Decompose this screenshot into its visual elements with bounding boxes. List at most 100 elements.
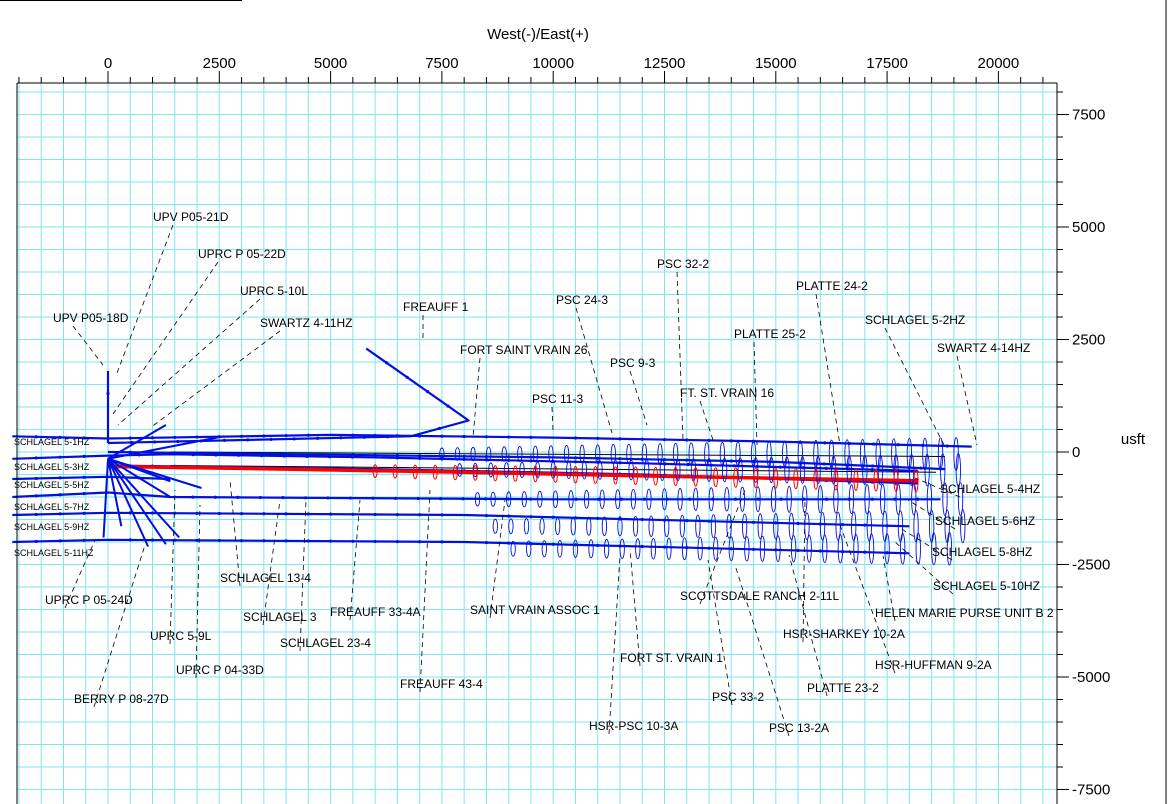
- leader-line: [676, 271, 684, 441]
- survey-point: [729, 547, 733, 551]
- survey-point: [150, 450, 155, 455]
- survey-point: [329, 539, 333, 543]
- uncertainty-ellipse-primary: [432, 464, 438, 480]
- uncertainty-ellipse: [788, 512, 795, 540]
- leader-line: [349, 499, 361, 621]
- uncertainty-ellipse-primary: [833, 468, 839, 491]
- survey-point: [82, 492, 86, 496]
- leader-line: [149, 330, 281, 429]
- uncertainty-ellipse-primary: [492, 465, 498, 482]
- survey-point: [529, 472, 533, 476]
- leader-line: [907, 499, 956, 530]
- survey-point: [351, 512, 355, 516]
- x-tick-label: 20000: [978, 55, 1020, 72]
- survey-point: [751, 520, 756, 524]
- leader-line: [472, 357, 481, 438]
- fan-spoke: [107, 424, 167, 460]
- survey-point: [484, 540, 489, 545]
- well-label: SWARTZ 4-14HZ: [937, 341, 1030, 355]
- uncertainty-ellipse: [599, 489, 605, 509]
- uncertainty-ellipse: [817, 485, 823, 514]
- y-tick-label: 7500: [1072, 107, 1105, 124]
- survey-point: [896, 443, 900, 447]
- uncertainty-ellipse: [681, 537, 688, 561]
- survey-point: [195, 451, 199, 455]
- uncertainty-ellipse-primary: [633, 466, 639, 486]
- well-label: UPRC P 05-24D: [45, 593, 133, 607]
- uncertainty-ellipse-primary: [372, 464, 378, 479]
- leader-line: [551, 406, 554, 431]
- x-tick-label: 15000: [755, 55, 797, 72]
- uncertainty-ellipse: [708, 487, 714, 512]
- well-label: PSC 9-3: [610, 356, 656, 370]
- survey-point: [395, 456, 399, 460]
- survey-point: [246, 438, 250, 442]
- uncertainty-ellipse: [679, 514, 685, 538]
- y-tick-label: -5000: [1072, 669, 1110, 686]
- survey-point: [339, 436, 343, 440]
- uncertainty-ellipse: [526, 540, 532, 557]
- survey-point: [150, 511, 155, 515]
- uncertainty-ellipse: [595, 444, 601, 464]
- well-label: HSR-HUFFMAN 9-2A: [875, 658, 992, 672]
- uncertainty-ellipse: [583, 489, 590, 509]
- survey-point: [306, 452, 310, 457]
- y-tick-label: -7500: [1072, 782, 1110, 799]
- survey-point: [529, 435, 533, 439]
- survey-point: [34, 435, 38, 439]
- survey-point: [642, 497, 646, 501]
- uncertainty-ellipse-primary: [853, 468, 859, 491]
- survey-point: [596, 516, 600, 520]
- well-label-small: SCHLAGEL 5-3HZ: [14, 462, 90, 472]
- reference-line: [170, 451, 945, 457]
- uncertainty-ellipse: [492, 518, 498, 534]
- y-axis-unit: usft: [1121, 431, 1146, 448]
- uncertainty-ellipse: [485, 446, 492, 462]
- uncertainty-ellipse: [581, 460, 588, 480]
- survey-point: [58, 512, 62, 516]
- wellbore-schlagel-5-5hz: [12, 475, 171, 481]
- uncertainty-ellipse: [837, 534, 844, 564]
- uncertainty-ellipse: [851, 511, 857, 542]
- survey-point: [173, 538, 177, 542]
- survey-point: [802, 497, 806, 501]
- survey-point: [840, 522, 845, 527]
- well-label: FT. ST. VRAIN 16: [680, 386, 774, 400]
- uncertainty-ellipse: [503, 462, 510, 478]
- survey-point: [529, 515, 533, 519]
- leader-line: [707, 559, 733, 706]
- survey-point: [507, 458, 511, 462]
- leader-line: [117, 298, 261, 426]
- survey-point: [573, 460, 578, 464]
- uncertainty-ellipse: [710, 514, 717, 539]
- uncertainty-ellipse: [563, 445, 570, 463]
- leader-line: [629, 548, 641, 667]
- survey-point: [82, 475, 86, 479]
- survey-point: [484, 471, 489, 475]
- uncertainty-ellipse: [572, 539, 579, 558]
- survey-point: [58, 455, 62, 459]
- survey-point: [58, 476, 62, 480]
- reference-line: [170, 465, 937, 473]
- well-label: SCOTTSDALE RANCH 2-11L: [680, 589, 839, 603]
- uncertainty-ellipse: [648, 515, 654, 537]
- wellbore-traces: [12, 347, 972, 566]
- survey-point: [507, 541, 511, 545]
- survey-point: [729, 475, 733, 480]
- well-label: SCHLAGEL 5-2HZ: [865, 313, 965, 327]
- survey-point: [686, 462, 690, 467]
- leader-line: [899, 527, 953, 561]
- uncertainty-ellipse-primary: [733, 467, 739, 488]
- fan-spoke: [107, 458, 167, 545]
- survey-point: [440, 513, 444, 517]
- survey-point: [217, 511, 221, 516]
- survey-point: [484, 497, 488, 501]
- uncertainty-ellipse: [555, 517, 561, 536]
- y-tick-label: -2500: [1072, 557, 1110, 574]
- uncertainty-ellipse-primary: [472, 465, 478, 481]
- survey-point: [529, 455, 533, 459]
- survey-point: [440, 540, 444, 544]
- survey-point: [596, 456, 600, 460]
- survey-point: [128, 511, 132, 515]
- well-label: UPRC 5-9L: [150, 629, 212, 643]
